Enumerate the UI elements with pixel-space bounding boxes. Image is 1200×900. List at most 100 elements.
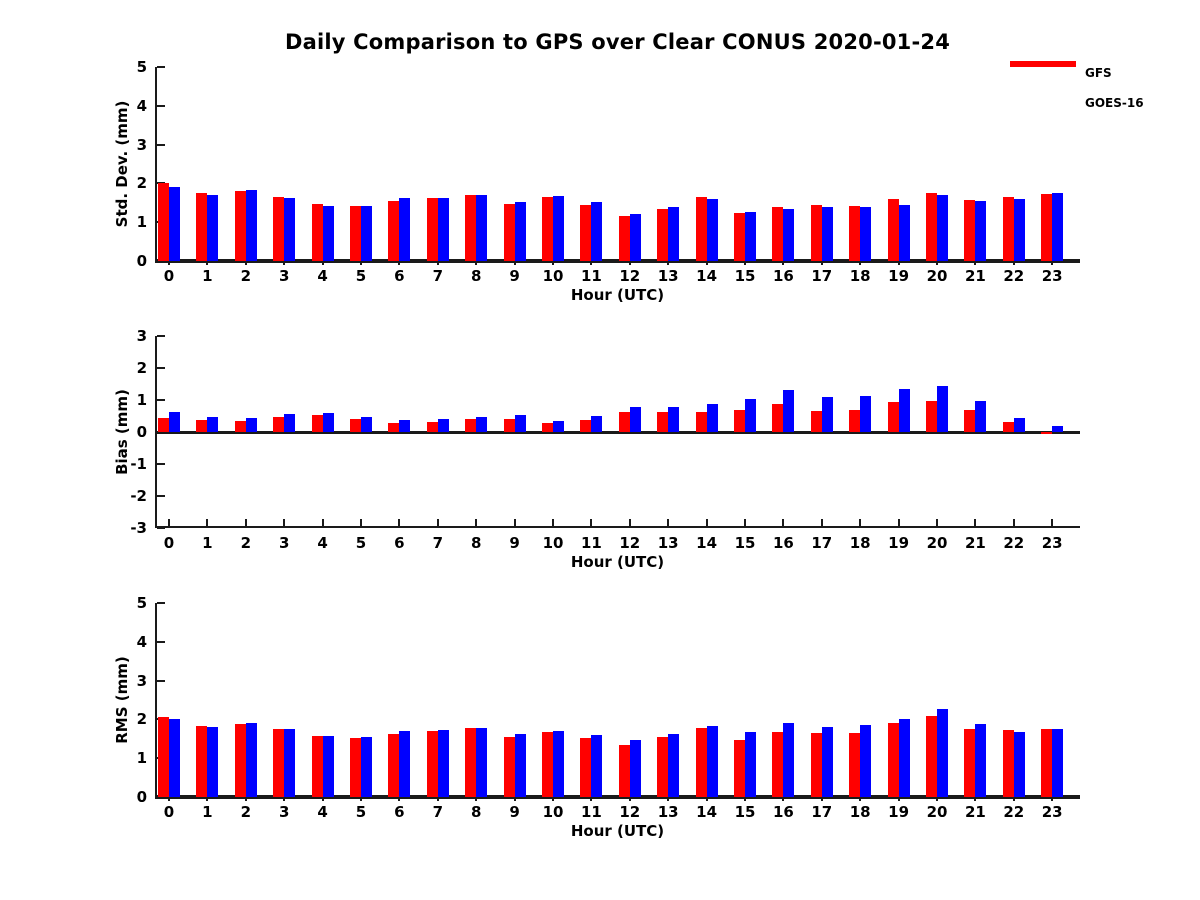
- std-dev-bar-goes-16-h18: [860, 206, 872, 261]
- y-tick: [157, 431, 165, 433]
- x-tick: [628, 519, 631, 526]
- bias-bar-gfs-h3: [273, 416, 285, 432]
- x-tick: [552, 519, 554, 526]
- x-tick-label: 13: [657, 534, 679, 552]
- rms-bar-gfs-h21: [964, 729, 976, 797]
- x-tick: [244, 519, 247, 526]
- x-tick-label: 4: [317, 803, 328, 821]
- x-tick-label: 21: [964, 534, 986, 552]
- x-tick-label: 12: [619, 267, 641, 285]
- y-tick: [157, 495, 165, 497]
- x-tick-label: 4: [317, 267, 328, 285]
- rms-bar-goes-16-h20: [937, 709, 948, 797]
- y-tick-label: 2: [136, 174, 147, 193]
- rms-bar-gfs-h4: [311, 735, 323, 797]
- x-tick-label: 22: [1003, 267, 1025, 285]
- std-dev-bar-gfs-h12: [618, 215, 630, 261]
- rms-bar-goes-16-h12: [629, 739, 641, 797]
- x-tick: [398, 519, 401, 526]
- rms-bar-gfs-h2: [234, 724, 246, 797]
- x-tick: [628, 261, 631, 265]
- x-tick: [513, 797, 516, 801]
- x-tick-label: 3: [278, 267, 290, 285]
- rms-bar-gfs-h16: [772, 731, 784, 797]
- bias-bar-gfs-h10: [542, 423, 553, 432]
- std-dev-bar-goes-16-h3: [284, 198, 296, 261]
- x-tick: [168, 261, 170, 265]
- rms-bar-goes-16-h0: [169, 719, 180, 797]
- y-tick: [157, 527, 165, 529]
- y-tick: [157, 640, 165, 643]
- x-tick-label: 0: [163, 267, 175, 285]
- y-tick-label: 3: [136, 135, 147, 154]
- x-tick: [782, 261, 785, 265]
- std-dev-bar-gfs-h4: [311, 203, 323, 261]
- rms-bar-goes-16-h2: [245, 722, 257, 797]
- bias-bar-gfs-h6: [388, 423, 400, 432]
- std-dev-bar-goes-16-h4: [322, 205, 334, 261]
- rms-bar-goes-16-h5: [361, 737, 372, 797]
- x-tick-label: 5: [355, 803, 367, 821]
- y-tick-label: 0: [136, 423, 147, 441]
- x-tick-label: 1: [202, 267, 213, 285]
- std-dev-bar-goes-16-h23: [1052, 193, 1064, 261]
- std-dev-bar-gfs-h3: [273, 196, 285, 261]
- std-dev-bar-goes-16-h8: [476, 195, 488, 261]
- x-tick-label: 3: [278, 803, 290, 821]
- bias-bar-goes-16-h8: [476, 417, 488, 432]
- x-tick-label: 7: [432, 803, 444, 821]
- rms-bar-goes-16-h13: [668, 734, 680, 797]
- std-dev-bar-gfs-h16: [772, 207, 784, 261]
- std-dev-bar-gfs-h1: [196, 192, 208, 261]
- x-tick: [321, 261, 324, 265]
- x-tick: [436, 519, 439, 526]
- y-tick-label: 1: [136, 213, 147, 232]
- x-axis-spine: [155, 526, 1080, 528]
- x-tick-label: 8: [470, 534, 482, 552]
- x-tick: [897, 261, 900, 265]
- std-dev-bar-goes-16-h12: [629, 214, 641, 261]
- x-tick-label: 22: [1003, 534, 1025, 552]
- rms-bar-gfs-h23: [1041, 729, 1053, 797]
- rms-bar-goes-16-h23: [1052, 728, 1064, 797]
- x-tick-label: 22: [1003, 803, 1025, 821]
- y-tick: [157, 463, 165, 465]
- rms-bar-gfs-h17: [810, 732, 822, 797]
- bias-bar-goes-16-h5: [361, 416, 372, 432]
- x-tick-label: 19: [888, 267, 910, 285]
- x-tick: [744, 519, 746, 526]
- y-tick: [157, 143, 165, 146]
- rms-bar-gfs-h3: [273, 729, 285, 797]
- std-dev-bar-goes-16-h19: [898, 204, 910, 261]
- rms-bar-gfs-h9: [503, 737, 515, 797]
- std-dev-bar-gfs-h14: [695, 196, 707, 261]
- x-tick-label: 15: [734, 534, 756, 552]
- y-tick-label: 0: [136, 252, 147, 270]
- std-dev-bar-goes-16-h17: [821, 207, 833, 261]
- x-tick: [974, 797, 977, 801]
- std-dev-bar-goes-16-h20: [937, 195, 948, 261]
- x-tick-label: 1: [202, 534, 213, 552]
- y-tick-label: 3: [136, 671, 147, 690]
- x-tick-label: 17: [811, 534, 833, 552]
- x-tick: [398, 261, 401, 265]
- std-dev-bar-gfs-h20: [926, 192, 937, 261]
- x-tick-label: 10: [542, 267, 564, 285]
- y-tick: [157, 335, 165, 337]
- x-tick: [475, 261, 478, 265]
- bias-bar-gfs-h0: [158, 417, 169, 432]
- x-tick-label: 23: [1041, 803, 1063, 821]
- x-tick-label: 9: [509, 267, 520, 285]
- std-dev-bar-gfs-h17: [810, 204, 822, 261]
- bias-bar-goes-16-h13: [668, 407, 680, 432]
- x-tick-label: 10: [542, 534, 564, 552]
- x-tick-label: 21: [964, 803, 986, 821]
- std-dev-bar-goes-16-h21: [975, 200, 987, 261]
- rms-bar-goes-16-h17: [821, 726, 833, 797]
- x-tick-label: 6: [394, 267, 405, 285]
- x-tick-label: 18: [849, 267, 871, 285]
- x-tick: [283, 519, 286, 526]
- rms-bar-gfs-h1: [196, 725, 208, 797]
- x-tick-label: 13: [657, 803, 679, 821]
- x-tick: [360, 519, 362, 526]
